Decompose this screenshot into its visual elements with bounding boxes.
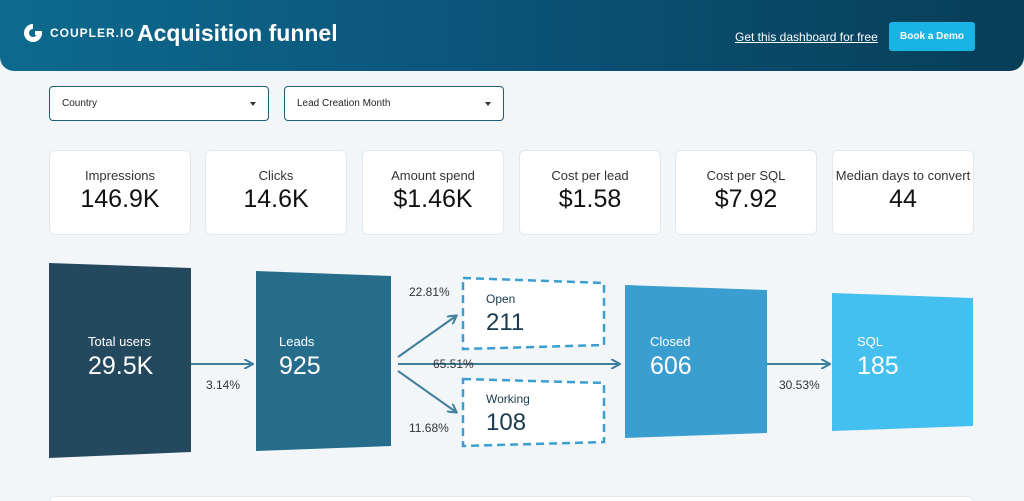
funnel-stage-open xyxy=(461,276,606,351)
kpi-card-cost-per-sql: Cost per SQL $7.92 xyxy=(675,150,817,235)
kpi-value: $7.92 xyxy=(714,185,778,213)
pct-closed-to-sql: 30.53% xyxy=(779,378,820,392)
sql-value: 185 xyxy=(857,352,899,380)
closed-value: 606 xyxy=(650,352,692,380)
total-users-block: Total users 29.5K xyxy=(88,334,153,381)
kpi-value: 44 xyxy=(889,185,917,213)
logo-text: COUPLER.IO xyxy=(50,26,135,40)
working-block: Working 108 xyxy=(486,392,530,437)
open-value: 211 xyxy=(486,309,525,336)
total-users-label: Total users xyxy=(88,334,151,349)
kpi-label: Cost per SQL xyxy=(706,168,786,183)
pct-leads-to-closed: 65.51% xyxy=(433,357,474,371)
leads-label: Leads xyxy=(279,334,315,349)
header-bar: COUPLER.IO Acquisition funnel Get this d… xyxy=(0,0,1024,71)
closed-label: Closed xyxy=(650,334,691,349)
kpi-label: Cost per lead xyxy=(551,168,629,183)
get-dashboard-link[interactable]: Get this dashboard for free xyxy=(735,30,878,44)
working-value: 108 xyxy=(486,409,527,436)
lead-month-filter[interactable]: Lead Creation Month xyxy=(284,86,504,121)
total-users-value: 29.5K xyxy=(88,352,154,380)
book-demo-button[interactable]: Book a Demo xyxy=(889,22,975,51)
logo[interactable]: COUPLER.IO xyxy=(22,22,135,44)
working-label: Working xyxy=(486,392,530,406)
funnel-stage-total-users xyxy=(49,263,191,458)
kpi-label: Clicks xyxy=(258,168,294,183)
country-filter-label: Country xyxy=(62,98,98,109)
kpi-value: $1.46K xyxy=(393,185,473,213)
kpi-card-clicks: Clicks 14.6K xyxy=(205,150,347,235)
leads-value: 925 xyxy=(279,352,321,380)
chevron-down-icon xyxy=(250,102,256,106)
leads-block: Leads 925 xyxy=(279,334,321,381)
pct-users-to-leads: 3.14% xyxy=(206,378,241,392)
chevron-down-icon xyxy=(485,102,491,106)
closed-block: Closed 606 xyxy=(650,334,692,381)
country-filter[interactable]: Country xyxy=(49,86,269,121)
open-block: Open 211 xyxy=(486,292,524,337)
pct-leads-to-working: 11.68% xyxy=(409,421,449,435)
funnel-stage-sql xyxy=(832,293,973,431)
coupler-logo-icon xyxy=(24,24,42,42)
kpi-value: 14.6K xyxy=(243,185,309,213)
sql-label: SQL xyxy=(857,334,884,349)
funnel-diagram xyxy=(49,263,973,458)
arrow-leads-to-open xyxy=(397,316,456,358)
pct-leads-to-open: 22.81% xyxy=(409,285,450,299)
kpi-card-impressions: Impressions 146.9K xyxy=(49,150,191,235)
sql-block: SQL 185 xyxy=(857,334,899,381)
kpi-card-median-days: Median days to convert 44 xyxy=(832,150,974,235)
arrow-leads-to-working xyxy=(397,370,456,412)
open-label: Open xyxy=(486,292,516,306)
page-title: Acquisition funnel xyxy=(137,20,338,46)
next-panel-edge xyxy=(49,496,974,501)
kpi-label: Amount spend xyxy=(391,168,475,183)
kpi-value: $1.58 xyxy=(558,185,622,213)
kpi-label: Median days to convert xyxy=(835,168,971,183)
kpi-value: 146.9K xyxy=(80,185,160,213)
kpi-card-amount-spend: Amount spend $1.46K xyxy=(362,150,504,235)
lead-month-filter-label: Lead Creation Month xyxy=(297,98,391,109)
funnel-stage-leads xyxy=(256,271,391,451)
kpi-card-cost-per-lead: Cost per lead $1.58 xyxy=(519,150,661,235)
funnel-stage-closed xyxy=(625,285,767,438)
kpi-label: Impressions xyxy=(84,168,156,183)
funnel-stage-working xyxy=(461,377,606,448)
